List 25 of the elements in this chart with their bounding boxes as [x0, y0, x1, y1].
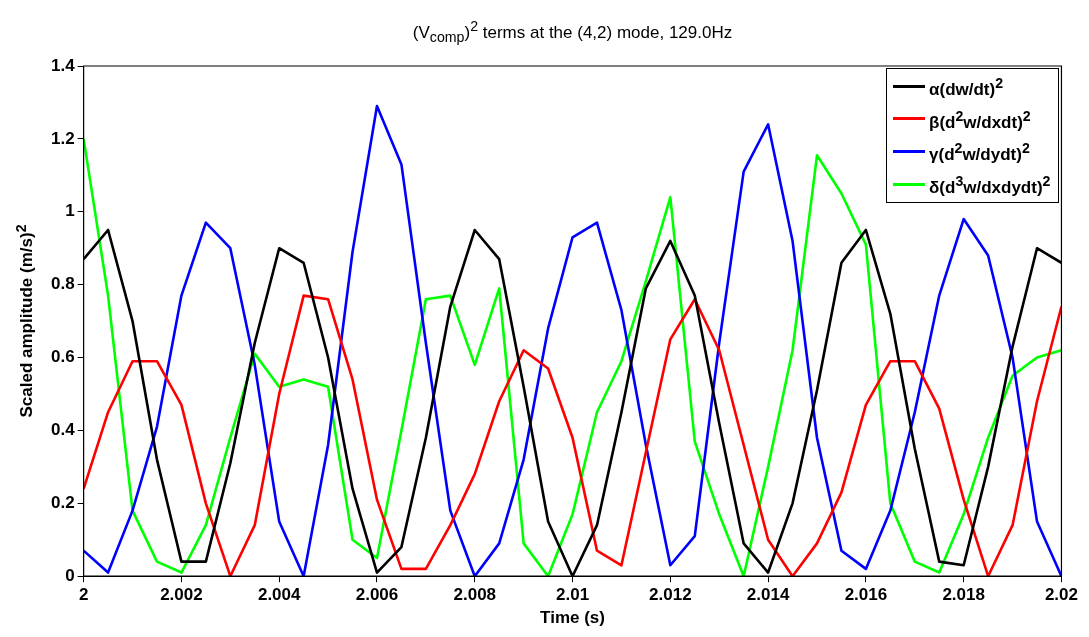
y-tick-label: 0.2	[50, 493, 75, 512]
x-axis-title: Time (s)	[540, 608, 605, 628]
y-tick-label: 1.2	[50, 128, 75, 148]
x-tick-label: 2.02	[1044, 585, 1078, 605]
legend-label: δ(d$^{3}$w/dxdydt)$^{2}$	[929, 171, 1051, 199]
chart-title: (V$_{comp}$)$^{2}$ terms at the (4,2) mode, 129.0Hz	[411, 18, 734, 46]
legend-label: α(dw/dt)$^{2}$	[929, 74, 1004, 101]
x-tick-label: 2.016	[844, 585, 888, 605]
x-tick-label: 2.004	[257, 585, 302, 605]
x-tick-label: 2.018	[942, 585, 985, 605]
y-tick-label: 1	[65, 201, 75, 221]
x-tick-label: 2.012	[649, 585, 692, 605]
x-tick-label: 2.002	[160, 585, 203, 605]
x-tick-label: 2.01	[556, 585, 590, 605]
x-tick-label: 2.008	[453, 585, 497, 605]
y-tick-label: 1.4	[50, 55, 76, 75]
legend-label: β(d$^{2}$w/dxdt)$^{2}$	[929, 106, 1031, 134]
x-tick-label: 2.006	[355, 585, 399, 605]
x-tick-label: 2.014	[746, 585, 790, 605]
legend-label: γ(d$^{2}$w/dydt)$^{2}$	[929, 139, 1030, 166]
x-tick-label: 2	[78, 585, 89, 605]
y-tick-label: 0.4	[50, 420, 76, 440]
y-tick-label: 0.8	[50, 274, 75, 294]
y-tick-label: 0	[65, 565, 75, 585]
y-tick-label: 0.6	[50, 347, 75, 367]
